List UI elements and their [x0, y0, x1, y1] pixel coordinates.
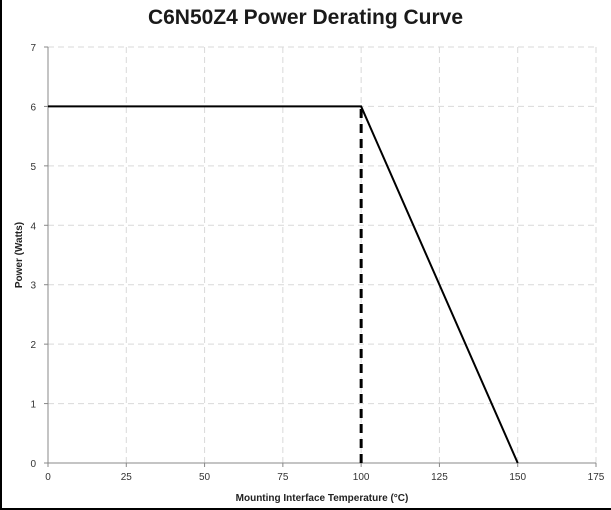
y-tick-label: 4	[30, 221, 36, 232]
x-tick-label: 75	[277, 472, 289, 483]
chart-title: C6N50Z4 Power Derating Curve	[147, 6, 464, 29]
x-tick-label: 150	[509, 472, 526, 483]
x-tick-labels: 0 25 50 75 100 125 150 175	[45, 472, 605, 483]
y-tick-labels: 0 1 2 3 4 5 6 7	[30, 43, 36, 470]
y-tick-label: 6	[30, 102, 36, 113]
x-tick-label: 175	[588, 472, 605, 483]
axes	[44, 46, 597, 467]
y-tick-label: 3	[30, 281, 36, 292]
series-group	[48, 105, 519, 464]
y-tick-label: 2	[30, 340, 36, 351]
x-tick-label: 100	[353, 472, 370, 483]
x-axis-label: Mounting Interface Temperature (°C)	[236, 493, 409, 504]
y-axis-label: Power (Watts)	[14, 222, 25, 288]
y-tick-label: 0	[30, 459, 36, 470]
y-tick-label: 1	[30, 400, 36, 411]
grid-lines	[48, 46, 597, 463]
y-tick-label: 5	[30, 162, 36, 173]
x-tick-label: 0	[45, 472, 51, 483]
x-tick-label: 25	[121, 472, 133, 483]
series-line	[48, 105, 519, 464]
x-tick-label: 125	[431, 472, 448, 483]
y-tick-label: 7	[30, 43, 36, 54]
x-tick-label: 50	[199, 472, 211, 483]
